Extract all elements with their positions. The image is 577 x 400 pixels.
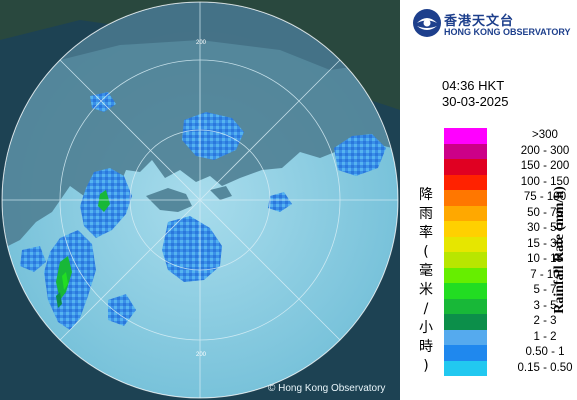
legend-swatch [444,329,487,345]
legend-swatch [444,128,487,144]
legend-row: 30 - 50 [444,221,564,237]
legend-swatch [444,267,487,283]
legend-swatch [444,190,487,206]
legend-row: 5 - 7 [444,283,564,299]
legend-row: 1 - 2 [444,329,564,345]
map-credit: © Hong Kong Observatory [268,383,386,394]
legend-row: 150 - 200 [444,159,569,175]
legend-label: >300 [532,129,558,141]
legend-swatch [444,360,487,376]
range-ring-label-north: 200 [196,40,207,46]
legend-label: 200 - 300 [520,144,570,157]
legend-label: 100 - 150 [520,175,570,188]
legend-swatch [444,236,487,252]
legend-swatch [444,221,487,237]
legend-row: 75 - 100 [444,190,566,206]
rainfall-legend: >300 200 - 300 150 - 200 100 - 150 75 - 100 5… [444,128,572,376]
hko-logo[interactable]: 香港天文台 HONG KONG OBSERVATORY [412,6,577,42]
radar-map[interactable]: 200 200 © Hong Kong Observatory [0,0,400,400]
legend-label: 0.15 - 0.50 [517,361,573,374]
legend-row: 50 - 75 [444,205,564,221]
legend-row: 7 - 10 [444,267,564,283]
legend-title-zh: 降雨率(毫米 / 小時) [419,187,433,374]
legend-label: 1 - 2 [533,330,557,343]
legend-label: 150 - 200 [520,160,570,172]
legend-swatch [444,345,487,361]
legend-title-en: Rainfall Rate (mm/h) [552,186,567,314]
legend-swatch [444,314,487,330]
legend-row: 2 - 3 [444,314,564,330]
legend-row: 15 - 30 [444,236,564,252]
legend-swatch [444,298,487,314]
legend-swatch [444,252,487,268]
legend-row: 10 - 15 [444,252,564,268]
radar-image: 200 200 [0,0,400,400]
legend-swatch [444,283,487,299]
legend-swatch [444,205,487,221]
legend-label: 10 - 15 [527,253,563,265]
legend-row: 0.50 - 1 [444,345,565,361]
legend-row: 100 - 150 [444,174,569,190]
legend-label: 2 - 3 [533,315,557,327]
logo-name-zh: 香港天文台 [444,14,515,29]
hko-logo-icon [413,9,441,37]
legend-label: 75 - 100 [523,191,567,203]
legend-swatch [444,174,487,190]
legend-swatch [444,143,487,159]
observation-time: 04:36 HKT [442,78,505,93]
observation-date: 30-03-2025 [442,94,509,109]
legend-panel: 香港天文台 HONG KONG OBSERVATORY 04:36 HKT 30… [400,0,577,400]
legend-label: 7 - 10 [530,268,560,281]
logo-name-en: HONG KONG OBSERVATORY [444,27,571,37]
legend-label: 30 - 50 [527,222,563,234]
legend-label: 50 - 75 [527,206,563,219]
legend-row: 200 - 300 [444,143,569,159]
legend-row: >300 [444,128,564,144]
legend-row: 0.15 - 0.50 [444,360,572,376]
legend-label: 15 - 30 [527,237,563,250]
legend-label: 5 - 7 [533,284,557,296]
legend-row: 3 - 5 [444,298,564,314]
legend-label: 0.50 - 1 [525,346,565,358]
legend-swatch [444,159,487,175]
legend-label: 3 - 5 [533,299,557,312]
range-ring-label-south: 200 [196,352,207,358]
